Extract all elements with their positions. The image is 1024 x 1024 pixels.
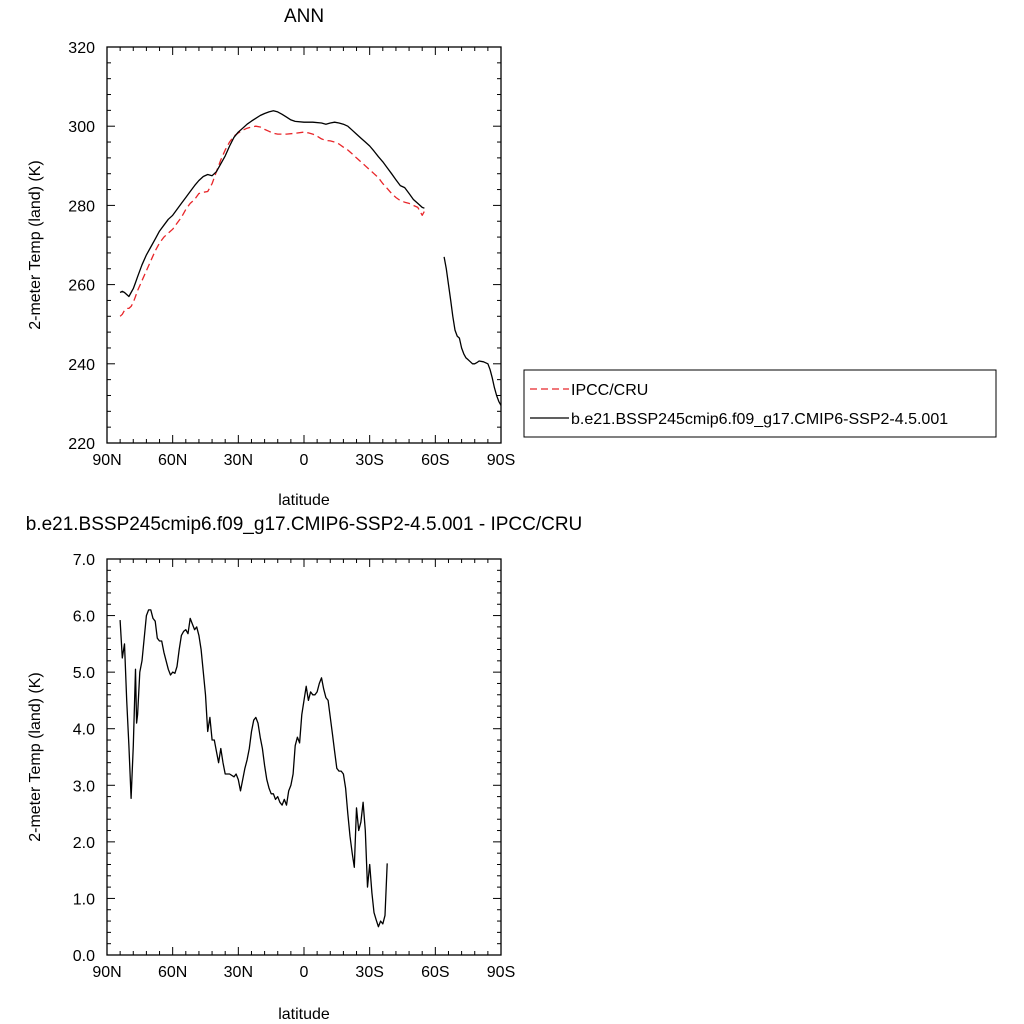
top-chart: ANN 90N 60N 30N 0 30S 60S 90S 220 240 260 280 300 32…: [27, 6, 997, 509]
y-tick-label-1-0: 0.0: [73, 948, 95, 965]
y-tick-label-0-4: 300: [68, 119, 95, 136]
series-line-0-1-0: [119, 110, 425, 298]
y-tick-label-1-5: 5.0: [73, 665, 95, 682]
bottom-y-axis-label: 2-meter Temp (land) (K): [27, 672, 44, 842]
y-tick-label-0-5: 320: [68, 40, 95, 57]
x-tick-label-0-5: 60S: [421, 452, 449, 469]
top-chart-marks: [119, 110, 502, 406]
y-tick-label-0-0: 220: [68, 436, 95, 453]
bottom-axis-ticks: 90N 60N 30N 0 30S 60S 90S 0.0 1.0 2.0 3.0 4.0 5.0 6.0…: [73, 552, 515, 981]
legend-label-ipcc-cru: IPCC/CRU: [571, 382, 648, 399]
legend-box: [523, 369, 997, 438]
x-tick-label-1-0: 90N: [92, 964, 121, 981]
bottom-x-axis-label: latitude: [278, 1006, 330, 1023]
x-tick-label-0-1: 60N: [158, 452, 187, 469]
bottom-chart: b.e21.BSSP245cmip6.f09_g17.CMIP6-SSP2-4.…: [26, 514, 583, 1023]
y-tick-label-1-4: 4.0: [73, 722, 95, 739]
y-tick-label-1-7: 7.0: [73, 552, 95, 569]
bottom-chart-title: b.e21.BSSP245cmip6.f09_g17.CMIP6-SSP2-4.…: [26, 514, 583, 535]
x-tick-label-0-3: 0: [300, 452, 309, 469]
x-tick-label-1-2: 30N: [224, 964, 253, 981]
top-y-axis-label: 2-meter Temp (land) (K): [27, 160, 44, 330]
series-line-0-0-0: [119, 125, 425, 317]
y-tick-label-1-3: 3.0: [73, 778, 95, 795]
x-tick-label-1-3: 0: [300, 964, 309, 981]
y-tick-label-1-2: 2.0: [73, 835, 95, 852]
x-tick-label-1-4: 30S: [355, 964, 383, 981]
x-tick-label-1-6: 90S: [487, 964, 515, 981]
x-tick-label-1-5: 60S: [421, 964, 449, 981]
bottom-chart-marks: [119, 609, 388, 928]
top-axis-ticks: 90N 60N 30N 0 30S 60S 90S 220 240 260 280 300 320: [68, 40, 515, 469]
x-tick-label-0-0: 90N: [92, 452, 121, 469]
top-x-axis-label: latitude: [278, 492, 330, 509]
top-chart-title: ANN: [284, 6, 324, 27]
bottom-plot-frame: [106, 558, 502, 956]
y-tick-label-1-1: 1.0: [73, 891, 95, 908]
x-tick-label-0-4: 30S: [355, 452, 383, 469]
legend-label-model: b.e21.BSSP245cmip6.f09_g17.CMIP6-SSP2-4.…: [571, 411, 948, 428]
x-tick-label-0-6: 90S: [487, 452, 515, 469]
x-tick-label-1-1: 60N: [158, 964, 187, 981]
y-tick-label-0-2: 260: [68, 278, 95, 295]
series-line-1-0-0: [119, 609, 388, 928]
y-tick-label-0-1: 240: [68, 357, 95, 374]
x-tick-label-0-2: 30N: [224, 452, 253, 469]
series-line-0-1-1: [443, 256, 502, 406]
y-tick-label-1-6: 6.0: [73, 609, 95, 626]
top-plot-frame: [106, 46, 502, 444]
y-tick-label-0-3: 280: [68, 198, 95, 215]
legend: IPCC/CRU b.e21.BSSP245cmip6.f09_g17.CMIP…: [523, 369, 997, 438]
